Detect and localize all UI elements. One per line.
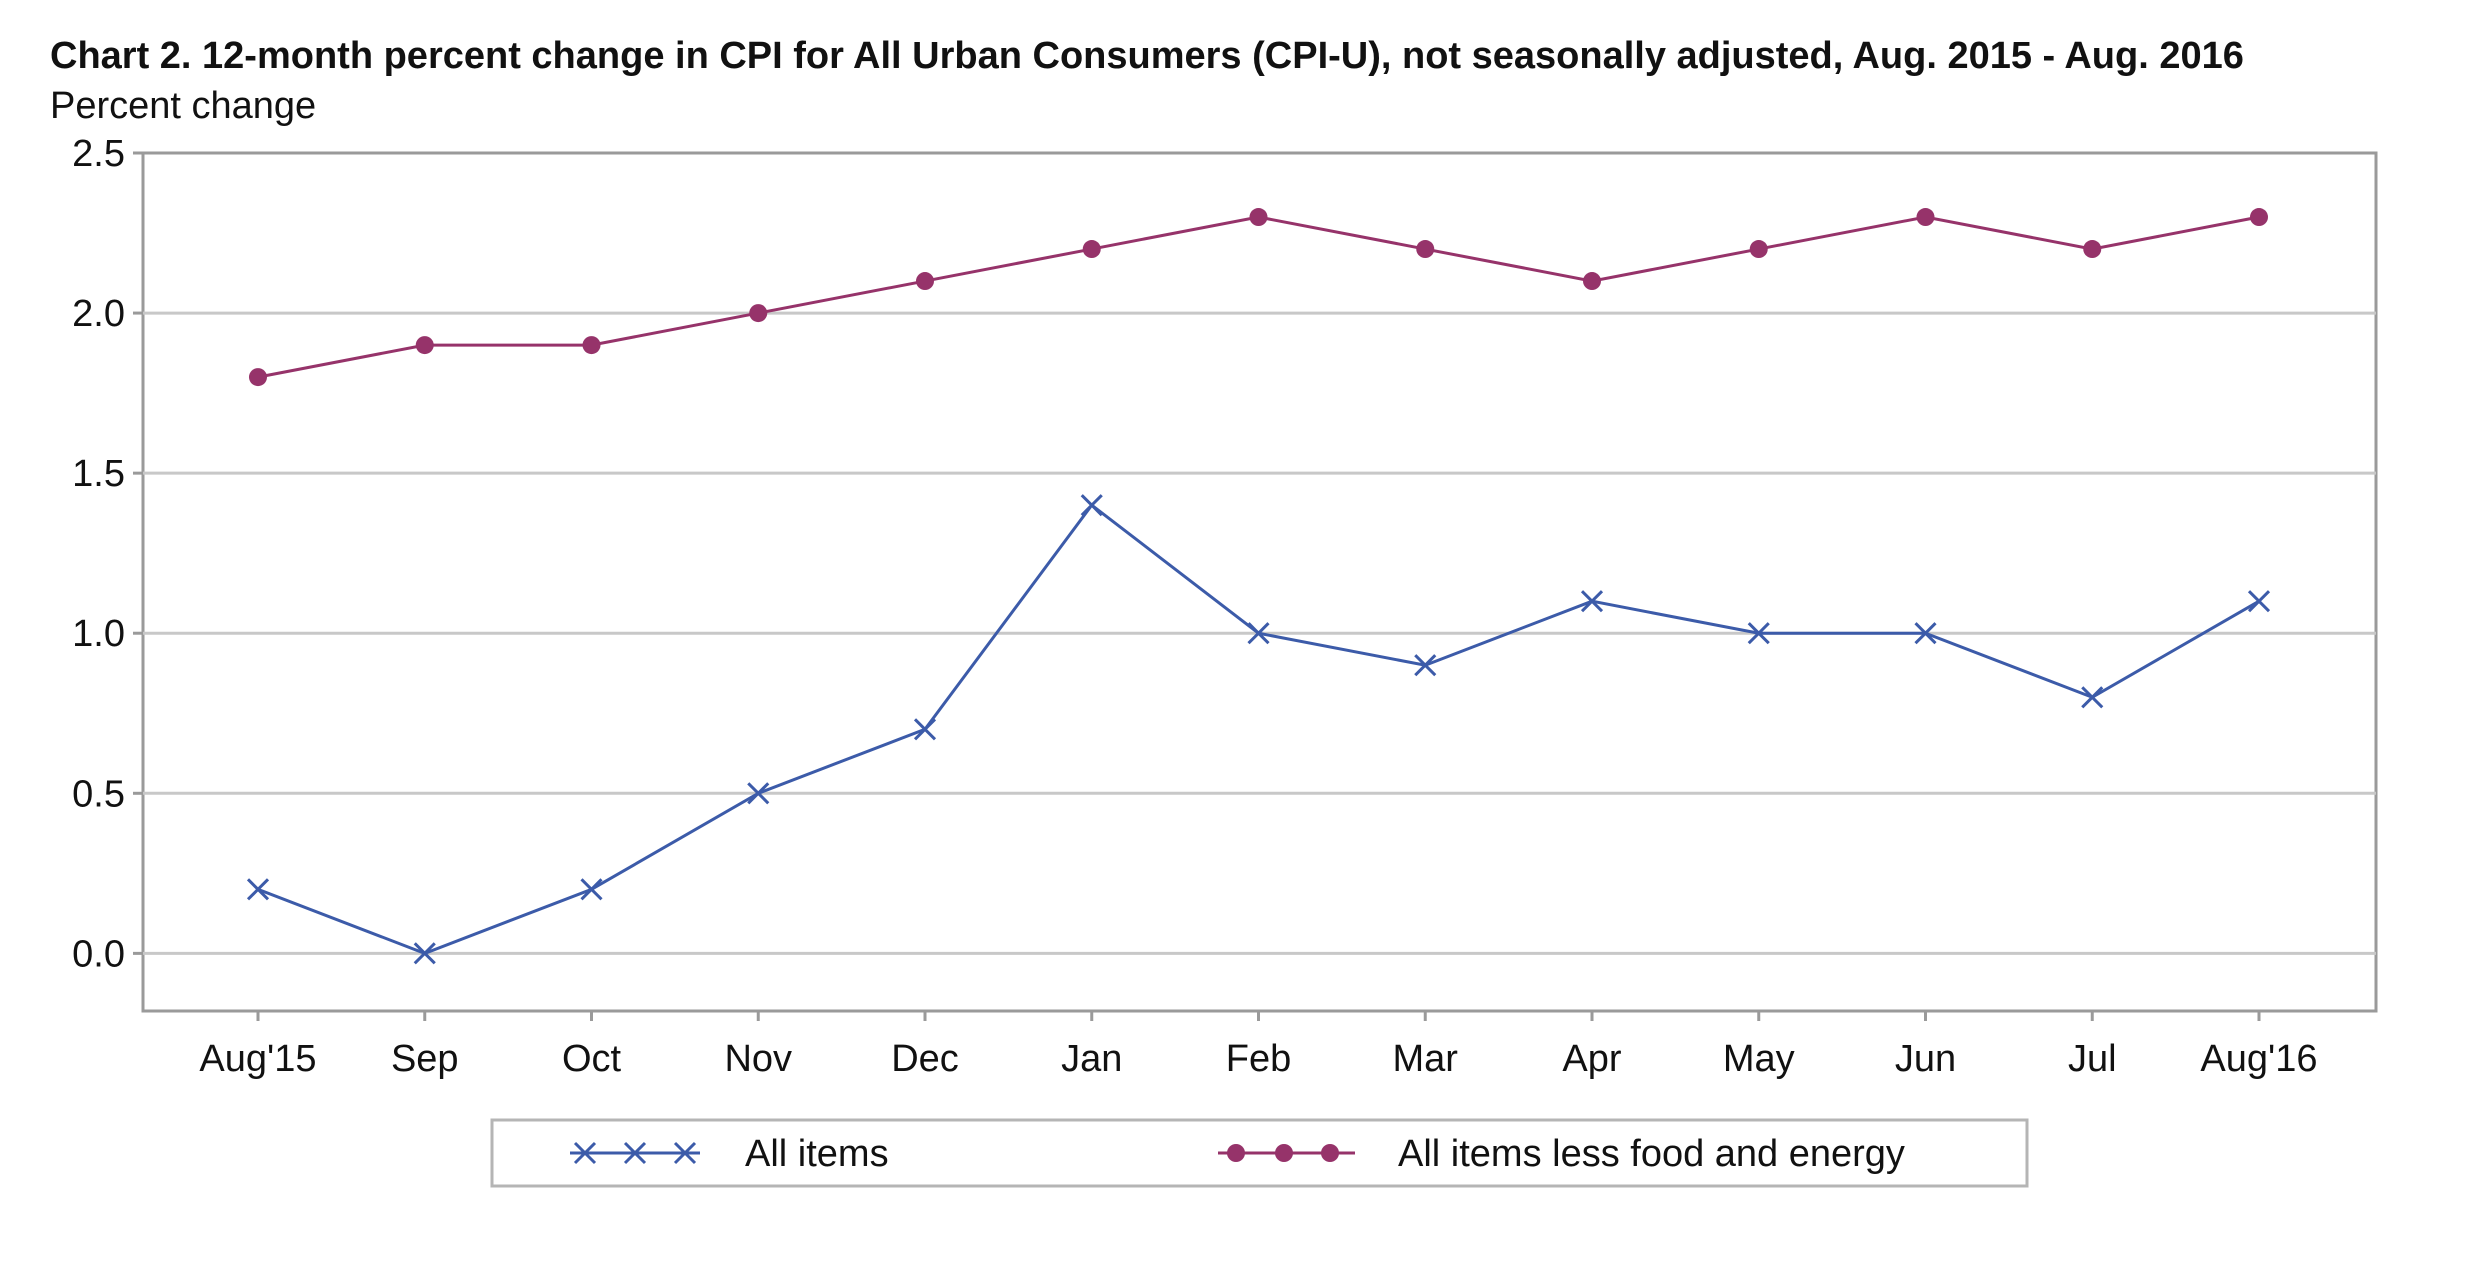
data-point-dot-marker <box>249 368 267 387</box>
data-point-x-marker <box>1914 622 1937 645</box>
data-point-dot-marker <box>1749 240 1768 259</box>
legend-label: All items <box>745 1133 889 1175</box>
x-tick-label: Jul <box>2068 1038 2117 1080</box>
legend-label: All items less food and energy <box>1398 1133 1905 1175</box>
legend: All items All items less food and energy <box>490 1118 2029 1188</box>
data-point-dot-marker <box>1416 240 1435 259</box>
plot-area <box>141 151 2378 1013</box>
y-tick-label: 0.0 <box>72 933 125 975</box>
data-point-dot-marker <box>2083 240 2102 259</box>
x-tick-label: Feb <box>1226 1038 1291 1080</box>
x-tick-label: Apr <box>1562 1038 1621 1080</box>
legend-item: All items <box>570 1133 889 1175</box>
series-all-items <box>246 494 2271 965</box>
series-all-items-less-food-energy <box>249 208 2268 387</box>
data-point-x-marker <box>1080 494 1103 517</box>
legend-dot-marker <box>1275 1144 1293 1162</box>
legend-dot-marker <box>1321 1144 1339 1162</box>
x-tick-label: Sep <box>391 1038 459 1080</box>
y-tick-label: 2.5 <box>72 133 125 175</box>
data-point-dot-marker <box>415 336 434 355</box>
data-point-dot-marker <box>582 336 601 355</box>
chart-subtitle: Percent change <box>50 85 316 127</box>
data-point-x-marker <box>1580 590 1604 613</box>
x-tick-label: Mar <box>1393 1038 1459 1080</box>
chart-title: Chart 2. 12-month percent change in CPI … <box>50 35 2244 77</box>
y-tick-label: 0.5 <box>72 773 125 815</box>
x-tick-label: Aug'16 <box>2200 1038 2317 1080</box>
data-point-x-marker <box>747 782 770 805</box>
data-point-x-marker <box>413 942 436 965</box>
legend-x-marker <box>673 1141 697 1165</box>
legend-item: All items less food and energy <box>1218 1133 1905 1175</box>
data-point-dot-marker <box>1916 208 1935 227</box>
series-layer <box>246 208 2271 965</box>
y-axis-ticks: 2.5 2.0 1.5 1.0 0.5 0.0 <box>72 133 143 975</box>
data-point-x-marker <box>2081 686 2104 709</box>
x-tick-label: Aug'15 <box>199 1038 316 1080</box>
data-point-x-marker <box>2247 590 2271 613</box>
x-tick-label: Jan <box>1061 1038 1122 1080</box>
data-point-dot-marker <box>749 304 768 323</box>
x-tick-label: Nov <box>724 1038 792 1080</box>
x-tick-label: Jun <box>1895 1038 1956 1080</box>
data-point-dot-marker <box>916 272 934 291</box>
y-tick-label: 1.0 <box>72 613 125 655</box>
x-tick-label: Dec <box>891 1038 959 1080</box>
data-point-dot-marker <box>1583 272 1601 291</box>
legend-x-marker <box>623 1141 647 1165</box>
data-point-x-marker <box>1747 622 1770 645</box>
y-tick-label: 2.0 <box>72 293 125 335</box>
data-point-x-marker <box>246 878 270 901</box>
data-point-x-marker <box>1414 654 1437 677</box>
x-tick-label: May <box>1723 1038 1795 1080</box>
x-tick-label: Oct <box>562 1038 622 1080</box>
data-point-x-marker <box>580 878 603 901</box>
data-point-dot-marker <box>2250 208 2268 227</box>
x-axis-ticks: Aug'15 Sep Oct Nov Dec Jan Feb Mar Apr May Jun Jul A… <box>199 1011 2318 1080</box>
data-point-dot-marker <box>1249 208 1268 227</box>
data-point-x-marker <box>1247 622 1270 645</box>
legend-dot-marker <box>1227 1144 1245 1162</box>
legend-x-marker <box>573 1141 597 1165</box>
data-point-x-marker <box>913 718 937 741</box>
data-point-dot-marker <box>1082 240 1101 259</box>
y-tick-label: 1.5 <box>72 453 125 495</box>
